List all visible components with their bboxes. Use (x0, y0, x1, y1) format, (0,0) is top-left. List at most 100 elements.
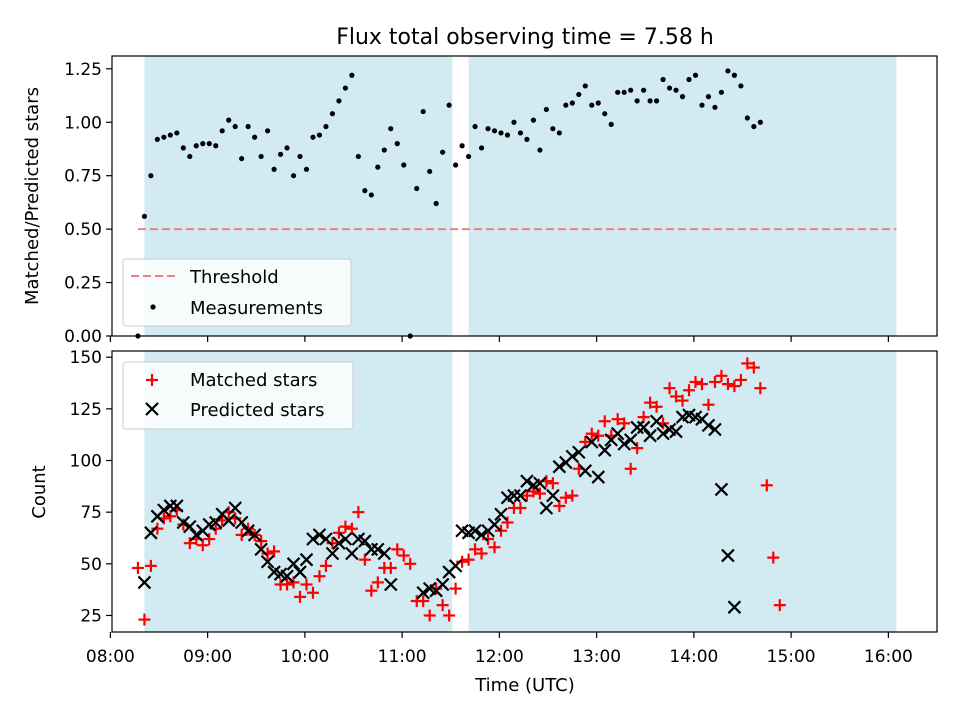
matched-star-point (514, 502, 527, 515)
matched-star-point (345, 522, 358, 535)
measurement-point (563, 102, 569, 108)
measurement-point (232, 123, 238, 130)
y-tick-label: 0.25 (64, 274, 102, 294)
x-tick-label: 16:00 (864, 647, 913, 667)
measurement-point (459, 143, 465, 149)
measurement-point (511, 119, 517, 125)
predicted-star-point (610, 426, 625, 441)
matched-star-point (644, 396, 657, 409)
predicted-star-point (474, 528, 489, 542)
count-y-axis: 25 50 75 100 125 150 (70, 348, 112, 626)
measurement-point (258, 153, 264, 160)
measurement-point (530, 117, 537, 123)
measurement-point (187, 153, 193, 160)
predicted-star-point (293, 565, 307, 579)
matched-star-point (255, 535, 268, 548)
predicted-star-point (623, 433, 638, 447)
predicted-star-point (584, 435, 599, 449)
y-tick-label: 0.75 (64, 167, 102, 187)
measurement-point (336, 98, 342, 104)
measurement-point (485, 126, 491, 132)
matched-star-point (670, 390, 683, 403)
matched-star-point (294, 590, 307, 603)
legend-matched-swatch (146, 374, 158, 386)
matched-star-point (579, 435, 592, 448)
matched-star-point (767, 551, 780, 564)
measurement-point (653, 98, 660, 104)
predicted-star-point (656, 426, 670, 441)
predicted-star-point (286, 557, 301, 571)
measurement-point (641, 87, 647, 93)
ratio-legend: Threshold Measurements (122, 258, 352, 327)
predicted-star-point (254, 542, 268, 557)
measurement-point (628, 87, 634, 93)
matched-star-point (585, 427, 598, 440)
measurement-point (751, 123, 757, 130)
matched-star-point (138, 613, 151, 626)
measurement-point (556, 130, 562, 136)
matched-star-point (618, 417, 631, 430)
measurement-point (141, 213, 148, 219)
measurement-point (219, 128, 225, 134)
measurement-point (524, 136, 530, 142)
measurement-point (692, 72, 699, 78)
predicted-star-point (513, 488, 528, 503)
matched-star-point (728, 380, 741, 393)
y-tick-label: 0.50 (64, 220, 102, 240)
y-tick-label: 125 (70, 400, 102, 420)
predicted-star-point (552, 459, 567, 474)
legend-predicted-swatch (145, 402, 159, 416)
x-tick-label: 09:00 (183, 647, 232, 667)
measurement-point (478, 145, 485, 151)
predicted-star-point (247, 528, 262, 542)
predicted-star-point (345, 546, 359, 561)
measurement-point (375, 164, 381, 170)
predicted-star-point (533, 476, 547, 491)
measurement-point (679, 94, 686, 100)
count-y-axis-label: Count (29, 465, 50, 518)
predicted-star-point (280, 569, 294, 583)
measurement-point (576, 91, 582, 98)
measurement-point (213, 143, 219, 149)
matched-star-point (546, 477, 559, 490)
count-panel: 25 50 75 100 125 150 08:00 09:00 10:00 11:00 12:0… (29, 348, 938, 696)
measurement-point (277, 151, 284, 157)
matched-star-point (637, 411, 650, 424)
ratio-y-axis: 0.00 0.25 0.50 0.75 1.00 1.25 (64, 60, 112, 347)
matched-star-point (631, 442, 644, 455)
time-x-axis: 08:00 09:00 10:00 11:00 12:00 13:00 14:00 15:00… (86, 632, 913, 667)
measurement-point (433, 200, 439, 207)
matched-star-point (391, 543, 404, 556)
measurement-point (342, 85, 348, 91)
matched-star-point (430, 582, 443, 595)
matched-star-point (313, 570, 326, 583)
measurement-point (550, 126, 556, 132)
predicted-star-point (312, 528, 327, 542)
matched-star-point (689, 375, 702, 388)
count-legend-box (122, 361, 354, 430)
measurement-point (602, 111, 608, 117)
matched-star-point (281, 578, 294, 591)
measurement-point (595, 100, 601, 106)
matched-star-point (598, 415, 611, 428)
measurement-point (284, 145, 290, 151)
y-tick-label: 25 (80, 606, 102, 626)
matched-star-point (708, 375, 721, 388)
measurement-point (368, 192, 374, 198)
measurement-point (355, 153, 361, 160)
measurement-point (615, 89, 621, 95)
predicted-star-point (591, 470, 606, 484)
measurement-point (316, 132, 323, 138)
chart-title: Flux total observing time = 7.58 h (336, 25, 714, 50)
measurement-point (608, 121, 614, 127)
matched-star-point (404, 557, 417, 570)
predicted-star-point (183, 519, 197, 534)
measurement-point (666, 85, 673, 91)
predicted-star-point (325, 546, 340, 561)
predicted-star-point (649, 414, 664, 429)
predicted-star-point (468, 523, 482, 538)
matched-star-point (747, 361, 760, 374)
predicted-star-point (306, 532, 320, 546)
measurement-point (731, 72, 737, 78)
